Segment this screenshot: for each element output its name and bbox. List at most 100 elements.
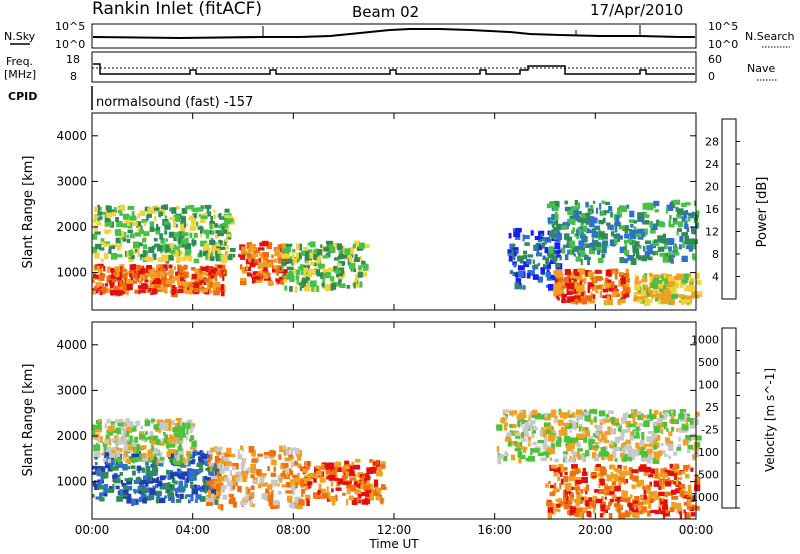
echo-cell — [348, 495, 354, 501]
echo-cell — [228, 493, 234, 498]
echo-cell — [588, 439, 596, 444]
echo-cell — [378, 467, 382, 474]
colorbar-frame — [721, 327, 737, 509]
echo-cell — [587, 271, 595, 277]
echo-cell — [660, 443, 664, 447]
echo-cell — [602, 244, 607, 249]
echo-cell — [177, 472, 181, 479]
echo-cell — [203, 477, 206, 482]
echo-cell — [335, 494, 338, 502]
echo-cell — [532, 448, 540, 453]
echo-cell — [574, 199, 578, 206]
echo-cell — [694, 478, 701, 485]
echo-cell — [574, 451, 577, 456]
echo-cell — [162, 244, 167, 252]
echo-cell — [577, 202, 581, 209]
echo-cell — [333, 265, 338, 272]
echo-cell — [517, 420, 520, 428]
y-tick-label: 1000 — [56, 475, 87, 489]
echo-cell — [133, 425, 137, 432]
echo-cell — [123, 456, 126, 461]
echo-cell — [95, 282, 102, 286]
echo-cell — [566, 206, 569, 212]
echo-cell — [619, 257, 625, 264]
echo-cell — [102, 471, 109, 479]
echo-cell — [676, 477, 683, 481]
echo-cell — [548, 231, 556, 238]
echo-cell — [586, 510, 591, 517]
echo-cell — [94, 206, 98, 213]
echo-cell — [622, 285, 626, 292]
echo-cell — [136, 221, 141, 228]
echo-cell — [562, 457, 565, 463]
echo-cell — [350, 252, 354, 258]
echo-cell — [192, 287, 195, 293]
echo-cell — [557, 249, 563, 253]
echo-cell — [209, 256, 215, 261]
echo-cell — [224, 208, 230, 213]
echo-cell — [313, 262, 318, 267]
echo-cell — [202, 215, 208, 219]
echo-cell — [339, 283, 346, 288]
echo-cell — [369, 459, 374, 463]
echo-cell — [561, 429, 568, 436]
echo-cell — [634, 274, 637, 278]
echo-cell — [220, 452, 225, 456]
echo-cell — [241, 501, 245, 506]
echo-cell — [609, 440, 614, 447]
echo-cell — [538, 452, 544, 457]
echo-cell — [620, 225, 625, 230]
echo-cell — [168, 264, 173, 269]
echo-cell — [199, 488, 205, 493]
echo-cell — [155, 469, 158, 476]
echo-cell — [612, 285, 618, 289]
echo-cell — [307, 461, 311, 466]
echo-cell — [665, 207, 668, 214]
echo-cell — [309, 281, 314, 287]
echo-cell — [608, 284, 614, 292]
echo-cell — [321, 282, 325, 287]
echo-cell — [100, 211, 103, 215]
echo-cell — [639, 503, 644, 510]
echo-cell — [585, 295, 593, 301]
echo-cell — [263, 454, 269, 459]
echo-cell — [188, 205, 195, 210]
nsearch-label: N.Search — [745, 30, 795, 43]
echo-cell — [642, 245, 646, 252]
nave-tick-top: 60 — [708, 53, 722, 66]
echo-cell — [347, 255, 352, 259]
echo-cell — [550, 484, 556, 489]
echo-cell — [503, 456, 508, 462]
echo-cell — [595, 466, 603, 471]
echo-cell — [285, 246, 291, 253]
echo-cell — [677, 228, 682, 232]
echo-cell — [625, 268, 629, 276]
echo-cell — [125, 458, 131, 464]
echo-cell — [683, 464, 689, 471]
echo-cell — [262, 251, 269, 258]
echo-cell — [199, 467, 204, 473]
echo-cell — [672, 466, 675, 471]
echo-cell — [645, 415, 650, 422]
echo-cell — [654, 251, 657, 255]
echo-cell — [153, 284, 161, 289]
echo-cell — [520, 286, 523, 290]
echo-cell — [600, 504, 606, 512]
echo-cell — [693, 418, 697, 424]
echo-cell — [635, 233, 642, 238]
echo-cell — [210, 464, 213, 472]
echo-cell — [135, 423, 139, 428]
echo-cell — [546, 262, 551, 269]
echo-cell — [675, 488, 680, 494]
echo-cell — [135, 457, 142, 462]
echo-cell — [325, 271, 331, 277]
echo-cell — [115, 217, 119, 222]
echo-cell — [649, 437, 655, 444]
echo-cell — [668, 255, 672, 262]
echo-cell — [662, 255, 670, 263]
echo-cell — [637, 255, 642, 260]
echo-cell — [348, 256, 353, 262]
echo-cell — [278, 454, 282, 460]
echo-cell — [106, 419, 111, 424]
echo-cell — [93, 218, 97, 223]
